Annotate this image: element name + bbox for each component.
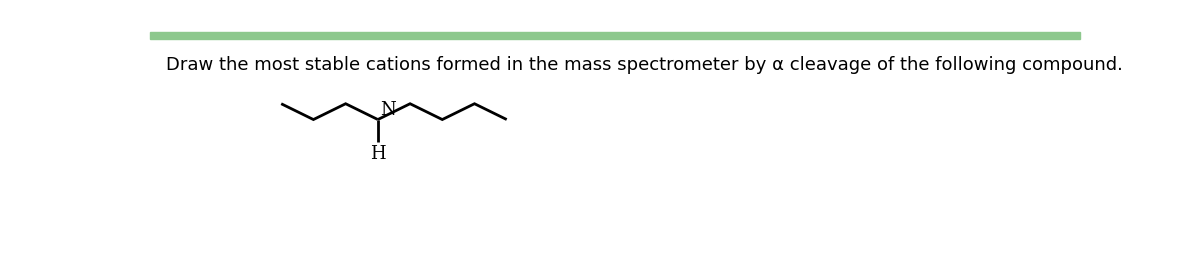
Text: H: H	[370, 145, 385, 163]
Text: Draw the most stable cations formed in the mass spectrometer by α cleavage of th: Draw the most stable cations formed in t…	[166, 56, 1123, 74]
Text: N: N	[380, 100, 396, 118]
Bar	[150, 32, 1080, 39]
